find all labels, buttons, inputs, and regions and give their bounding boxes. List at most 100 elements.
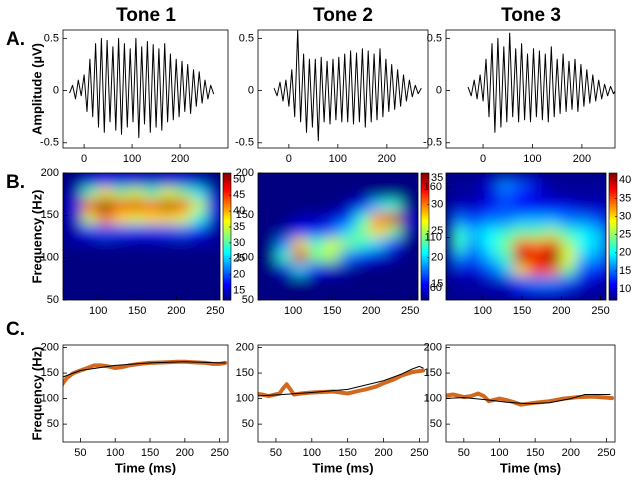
heat-cell (338, 286, 357, 300)
heat-cell (323, 286, 341, 300)
heat-cell (544, 285, 563, 300)
heat-cell (575, 225, 594, 240)
heat-cell (190, 273, 209, 289)
heat-cell (144, 286, 162, 300)
heat-cell (497, 189, 516, 204)
colorbar-tick-label: 40 (619, 174, 631, 186)
heat-cell (354, 235, 373, 251)
heat-cell (260, 210, 279, 225)
heat-cell (190, 260, 209, 276)
heat-cell (513, 273, 531, 288)
y-tick-label: 150 (236, 367, 254, 379)
heat-cell (112, 273, 131, 289)
heat-cell (175, 273, 193, 289)
heat-cell (401, 248, 418, 263)
heat-cell (144, 260, 162, 276)
heat-cell (65, 260, 84, 276)
heat-cell (206, 248, 220, 263)
y-tick-label: 200 (424, 341, 442, 353)
heat-cell (81, 235, 100, 251)
data-line (273, 30, 422, 142)
heat-cell (206, 210, 220, 225)
heat-cell (323, 173, 341, 187)
heat-cell (466, 273, 484, 288)
heat-cell (260, 222, 279, 238)
colorbar-tick-label: 25 (233, 253, 245, 265)
heat-cell (513, 237, 531, 252)
column-title: Tone 3 (501, 5, 561, 26)
row-label: C. (6, 319, 25, 340)
x-tick-label: 200 (573, 153, 591, 165)
heat-cell (513, 249, 531, 264)
heat-cell (544, 261, 563, 276)
heat-cell (544, 225, 563, 240)
heat-cell (481, 273, 500, 288)
data-line (63, 361, 226, 378)
heat-cell (81, 286, 100, 300)
heat-cell (307, 210, 326, 225)
heat-cell (370, 184, 388, 200)
heat-cell (97, 173, 115, 187)
data-line (467, 32, 615, 133)
plot-area (258, 365, 425, 399)
heat-cell (159, 222, 178, 238)
heat-cell (276, 286, 295, 300)
heat-cell (354, 222, 373, 238)
heat-cell (528, 213, 547, 228)
data-line (258, 368, 425, 399)
heat-cell (65, 235, 84, 251)
heat-cell (385, 248, 404, 263)
heat-cell (338, 184, 357, 200)
heat-cell (354, 173, 373, 187)
plot-area (446, 391, 615, 407)
x-tick-label: 200 (171, 153, 189, 165)
heat-cell (560, 177, 578, 192)
heat-cell (65, 273, 84, 289)
heat-cell (560, 285, 578, 300)
heat-cell (513, 225, 531, 240)
heat-cell (401, 286, 418, 300)
axes-box (257, 172, 419, 301)
heat-cell (260, 273, 279, 289)
heat-cell (206, 235, 220, 251)
y-tick-label: -0.5 (40, 137, 59, 149)
axes-box (257, 344, 429, 443)
y-tick-label: 150 (41, 367, 59, 379)
y-tick-label: 150 (41, 209, 59, 221)
heat-cell (385, 173, 404, 187)
colorbar-tick-label: 20 (619, 247, 631, 259)
y-tick-label: 150 (424, 367, 442, 379)
heat-cell (81, 222, 100, 238)
heat-cell (513, 201, 531, 216)
heat-cell (575, 285, 594, 300)
x-tick-label: 100 (89, 305, 107, 317)
heat-cell (338, 248, 357, 263)
heat-cell (260, 184, 279, 200)
heat-cell (591, 177, 606, 192)
heat-cell (575, 201, 594, 216)
plot-area (273, 30, 422, 142)
x-tick-label: 50 (270, 447, 282, 459)
row-label: B. (6, 172, 25, 193)
heat-cell (128, 260, 147, 276)
heat-cell (206, 260, 220, 276)
heat-cell (260, 260, 279, 276)
heat-cell (370, 286, 388, 300)
heat-cell (175, 260, 193, 276)
heat-cell (159, 260, 178, 276)
heat-cell (450, 261, 469, 276)
heat-cell (81, 184, 100, 200)
heat-cell (65, 197, 84, 213)
y-tick-label: 150 (236, 209, 254, 221)
heat-cell (112, 173, 131, 187)
heat-cell (481, 213, 500, 228)
colorbar-tick-label: 20 (233, 269, 245, 281)
heat-cell (497, 177, 516, 192)
heat-cell (591, 237, 606, 252)
plot-area (63, 173, 220, 300)
heat-cell (481, 177, 500, 192)
heat-cell (276, 235, 295, 251)
heat-cell (481, 285, 500, 300)
heat-cell (112, 222, 131, 238)
heat-cell (81, 197, 100, 213)
